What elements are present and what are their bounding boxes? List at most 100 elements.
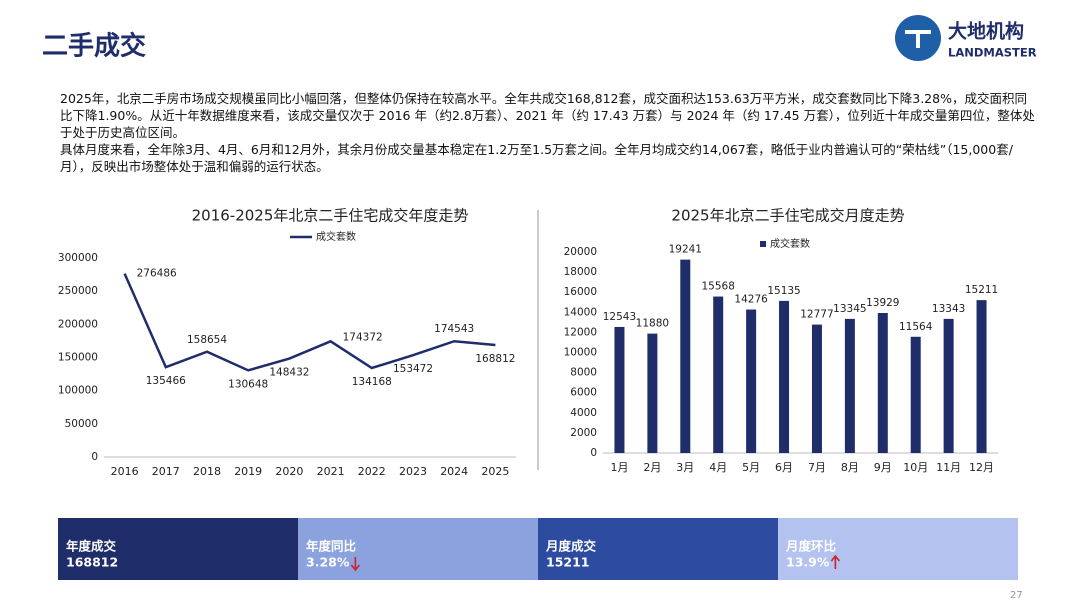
y-tick-label: 200000 — [58, 318, 98, 330]
y-tick-label: 4000 — [570, 407, 597, 419]
legend-swatch — [760, 241, 766, 247]
x-tick-label: 11月 — [936, 461, 961, 474]
x-tick-label: 2025 — [481, 465, 509, 478]
kpi-box — [58, 518, 298, 580]
bar — [647, 333, 658, 453]
y-tick-label: 2000 — [570, 427, 597, 439]
kpi-box — [778, 518, 1018, 580]
paragraph: 2025年，北京二手房市场成交规模虽同比小幅回落，但整体仍保持在较高水平。全年共… — [60, 91, 1035, 140]
x-tick-label: 4月 — [709, 461, 727, 474]
y-tick-label: 10000 — [564, 347, 597, 359]
kpi-value: 168812 — [66, 555, 118, 570]
y-tick-label: 150000 — [58, 352, 98, 364]
bar — [779, 300, 790, 453]
bar — [680, 259, 691, 453]
data-label: 158654 — [187, 334, 227, 346]
data-label: 13345 — [833, 303, 866, 315]
data-label: 174372 — [343, 331, 383, 343]
y-tick-label: 12000 — [564, 326, 597, 338]
kpi-label: 年度同比 — [306, 539, 357, 554]
paragraph: 具体月度来看，全年除3月、4月、6月和12月外，其余月份成交量基本稳定在1.2万… — [60, 142, 1013, 174]
data-label: 153472 — [393, 363, 433, 375]
line-series — [123, 273, 496, 372]
data-label: 11880 — [636, 318, 669, 330]
data-label: 11564 — [899, 321, 933, 333]
legend-label: 成交套数 — [770, 237, 810, 250]
data-label: 13343 — [932, 303, 965, 315]
y-tick-label: 8000 — [570, 367, 597, 379]
y-tick-label: 250000 — [58, 285, 98, 297]
x-tick-label: 6月 — [775, 461, 793, 474]
x-tick-label: 2024 — [440, 465, 468, 478]
x-tick-label: 2017 — [152, 465, 180, 478]
data-label: 135466 — [146, 375, 186, 387]
page-number: 27 — [1010, 590, 1023, 601]
x-tick-label: 2021 — [317, 465, 345, 478]
trend-arrow — [830, 554, 840, 569]
x-tick-label: 3月 — [676, 461, 694, 474]
logo-text: 大地机构 — [948, 20, 1024, 43]
data-label: 12777 — [800, 309, 833, 321]
logo-subtext: LANDMASTER — [948, 46, 1037, 60]
kpi-label: 月度环比 — [785, 539, 837, 554]
data-label: 15211 — [965, 284, 998, 296]
y-tick-label: 300000 — [58, 252, 98, 264]
kpi-value: 15211 — [546, 555, 590, 570]
kpi-box — [538, 518, 778, 580]
data-label: 19241 — [669, 244, 702, 256]
bar — [943, 318, 954, 453]
y-tick-label: 16000 — [564, 286, 597, 298]
x-tick-label: 8月 — [841, 461, 859, 474]
bar — [910, 336, 921, 453]
bar — [811, 324, 822, 453]
x-tick-label: 1月 — [610, 461, 628, 474]
y-tick-label: 100000 — [58, 385, 98, 397]
x-tick-label: 2022 — [358, 465, 386, 478]
y-tick-label: 0 — [91, 451, 98, 463]
y-tick-label: 6000 — [570, 387, 597, 399]
y-tick-label: 50000 — [65, 418, 98, 430]
data-label: 134168 — [352, 376, 392, 388]
x-tick-label: 5月 — [742, 461, 760, 474]
x-tick-label: 9月 — [874, 461, 892, 474]
chart-title: 2016-2025年北京二手住宅成交年度走势 — [192, 207, 469, 225]
kpi-label: 月度成交 — [545, 539, 597, 554]
x-tick-label: 10月 — [903, 461, 928, 474]
x-tick-label: 12月 — [969, 461, 994, 474]
y-tick-label: 20000 — [564, 246, 597, 258]
data-label: 13929 — [866, 297, 899, 309]
data-label: 168812 — [475, 353, 515, 365]
bar — [614, 326, 625, 453]
legend-label: 成交套数 — [316, 230, 356, 243]
slide-title: 二手成交 — [42, 31, 146, 62]
data-label: 15135 — [767, 285, 800, 297]
x-tick-label: 2019 — [234, 465, 262, 478]
data-label: 12543 — [603, 311, 636, 323]
kpi-label: 年度成交 — [66, 539, 117, 554]
x-tick-label: 2016 — [111, 465, 139, 478]
bar — [713, 296, 724, 453]
summary-text: 2025年，北京二手房市场成交规模虽同比小幅回落，但整体仍保持在较高水平。全年共… — [60, 90, 1035, 175]
x-tick-label: 2018 — [193, 465, 221, 478]
data-label: 15568 — [702, 281, 735, 293]
y-tick-label: 14000 — [564, 306, 597, 318]
data-label: 130648 — [228, 378, 268, 390]
kpi-value: 13.9% — [786, 555, 830, 570]
bar — [976, 300, 987, 453]
bar — [746, 309, 757, 453]
x-tick-label: 7月 — [808, 461, 826, 474]
y-tick-label: 18000 — [564, 266, 597, 278]
trend-arrow — [350, 557, 360, 572]
x-tick-label: 2月 — [643, 461, 661, 474]
bar — [877, 313, 888, 453]
kpi-value: 3.28% — [306, 555, 350, 570]
data-label: 148432 — [269, 367, 309, 379]
x-tick-label: 2020 — [275, 465, 303, 478]
y-tick-label: 0 — [590, 447, 597, 459]
bar — [844, 318, 855, 453]
kpi-box — [298, 518, 538, 580]
data-label: 14276 — [734, 294, 768, 306]
chart-title: 2025年北京二手住宅成交月度走势 — [671, 207, 904, 225]
